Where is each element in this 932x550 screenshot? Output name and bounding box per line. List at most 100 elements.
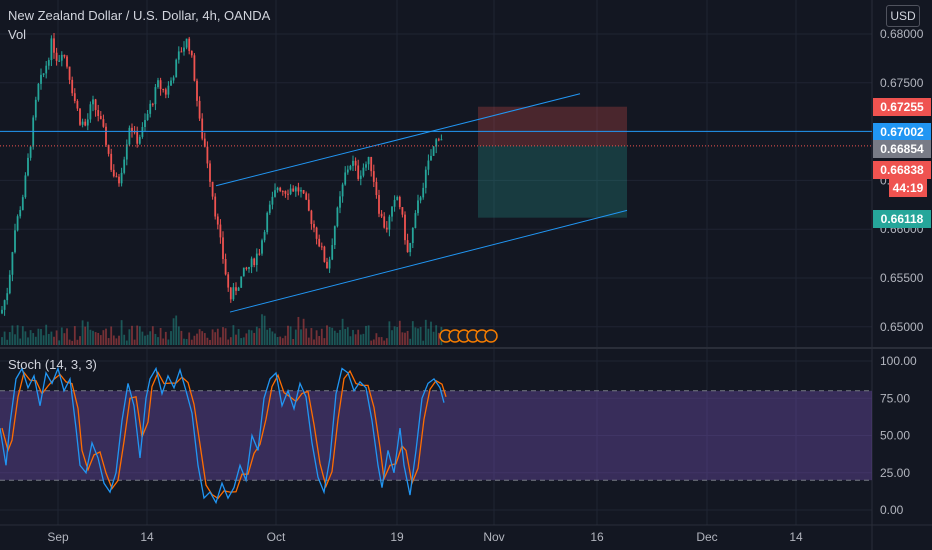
price-label-text: 0.67255	[880, 100, 924, 114]
price-label-box	[873, 123, 931, 141]
volume-bar	[287, 325, 289, 345]
volume-bar	[190, 339, 193, 345]
volume-bar	[323, 338, 326, 345]
volume-bar	[305, 328, 308, 345]
candle-body	[255, 253, 258, 266]
candle-body	[401, 207, 404, 215]
volume-bar	[331, 327, 334, 345]
volume-bar	[315, 330, 318, 345]
candle-body	[266, 212, 269, 233]
candle-body	[201, 118, 204, 139]
time-tick-label: 16	[590, 530, 604, 544]
volume-bar	[297, 316, 300, 345]
volume-bar	[219, 337, 222, 345]
candle-body	[157, 80, 159, 88]
candle-body	[437, 139, 440, 141]
volume-bar	[229, 337, 232, 345]
candle-body	[19, 209, 22, 217]
volume-bar	[354, 334, 357, 345]
candle-body	[362, 167, 365, 176]
volume-bar	[393, 326, 396, 345]
candle-body	[170, 80, 172, 86]
time-tick-label: 14	[789, 530, 803, 544]
price-tick-label: 0.65000	[880, 320, 924, 334]
candle-body	[219, 224, 222, 238]
candle-body	[131, 127, 133, 132]
candle-body	[216, 216, 219, 225]
position-tool[interactable]	[478, 106, 627, 218]
candle-body	[313, 224, 315, 228]
volume-bar	[424, 319, 427, 345]
position-risk-zone	[478, 106, 627, 146]
volume-bar	[232, 325, 235, 345]
candle-body	[359, 175, 362, 179]
time-axis: Sep 14 Oct 19 Nov 16 Dec 14	[47, 530, 803, 544]
volume-bar	[11, 325, 14, 345]
volume-bar	[336, 332, 339, 345]
volume-bar	[365, 325, 367, 345]
candle-body	[16, 216, 19, 231]
stochastic-pane	[0, 366, 872, 505]
price-tick-label: 0.65500	[880, 271, 924, 285]
stochastic-label: Stoch (14, 3, 3)	[8, 357, 97, 372]
volume-bar	[133, 339, 136, 345]
candle-body	[435, 139, 438, 147]
candle-body	[261, 240, 263, 254]
candle-body	[37, 83, 40, 100]
volume-bar	[404, 332, 406, 345]
candle-body	[209, 163, 211, 182]
candle-body	[346, 169, 349, 173]
volume-bar	[367, 325, 370, 345]
volume-bar	[430, 321, 432, 345]
volume-bar	[300, 329, 302, 345]
volume-bar	[349, 336, 352, 345]
candle-body	[227, 274, 230, 288]
volume-bar	[432, 331, 435, 345]
candle-body	[175, 59, 178, 78]
candle-body	[50, 38, 53, 61]
volume-bar	[6, 339, 9, 345]
volume-bar	[341, 318, 344, 345]
volume-bar	[16, 325, 19, 345]
candle-body	[237, 287, 240, 291]
volume-bar	[40, 329, 42, 345]
volume-bar	[71, 340, 74, 345]
volume-bar	[235, 334, 237, 345]
volume-bar	[151, 326, 154, 345]
price-label-text: 0.66838	[880, 163, 924, 177]
volume-bar	[385, 338, 388, 345]
candle-body	[271, 196, 274, 205]
candle-body	[92, 99, 94, 105]
volume-bar	[183, 338, 185, 345]
volume-bar	[383, 340, 386, 345]
volume-bar	[180, 330, 183, 345]
volume-bar	[21, 326, 24, 345]
candle-body	[40, 74, 42, 84]
stoch-tick-label: 100.00	[880, 354, 917, 368]
volume-bar	[34, 336, 37, 345]
volume-bar	[302, 318, 305, 345]
volume-bar	[115, 338, 118, 345]
candle-body	[341, 184, 344, 197]
volume-bar	[125, 340, 128, 345]
volume-bar	[79, 336, 81, 345]
volume-bar	[118, 335, 120, 345]
volume-bar	[310, 328, 313, 345]
candle-body	[367, 156, 370, 165]
price-tick-label: 0.67500	[880, 76, 924, 90]
candle-body	[315, 227, 318, 239]
volume-bar	[60, 327, 63, 345]
candle-body	[154, 87, 157, 105]
currency-button[interactable]: USD	[886, 5, 920, 27]
candle-body	[76, 101, 79, 109]
volume-bar	[112, 335, 115, 345]
volume-bar	[141, 331, 144, 345]
candle-body	[27, 157, 29, 176]
candle-body	[248, 267, 250, 269]
candle-body	[339, 196, 341, 208]
channel-lower-line	[229, 209, 628, 313]
volume-bar	[339, 329, 341, 345]
drawn-lines[interactable]	[0, 93, 872, 343]
candle-body	[47, 60, 50, 66]
